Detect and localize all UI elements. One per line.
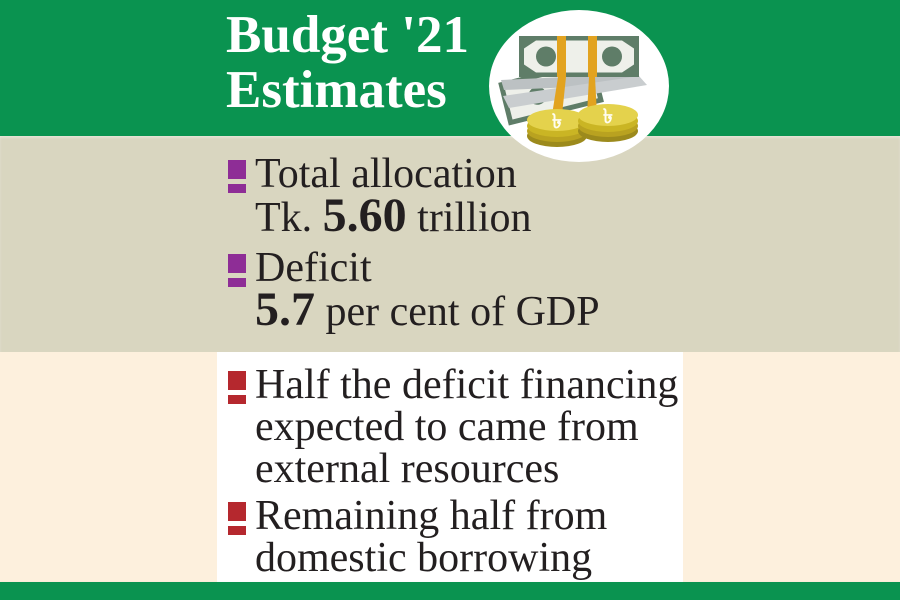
- svg-text:৳: ৳: [552, 111, 562, 133]
- svg-text:৳: ৳: [603, 106, 613, 128]
